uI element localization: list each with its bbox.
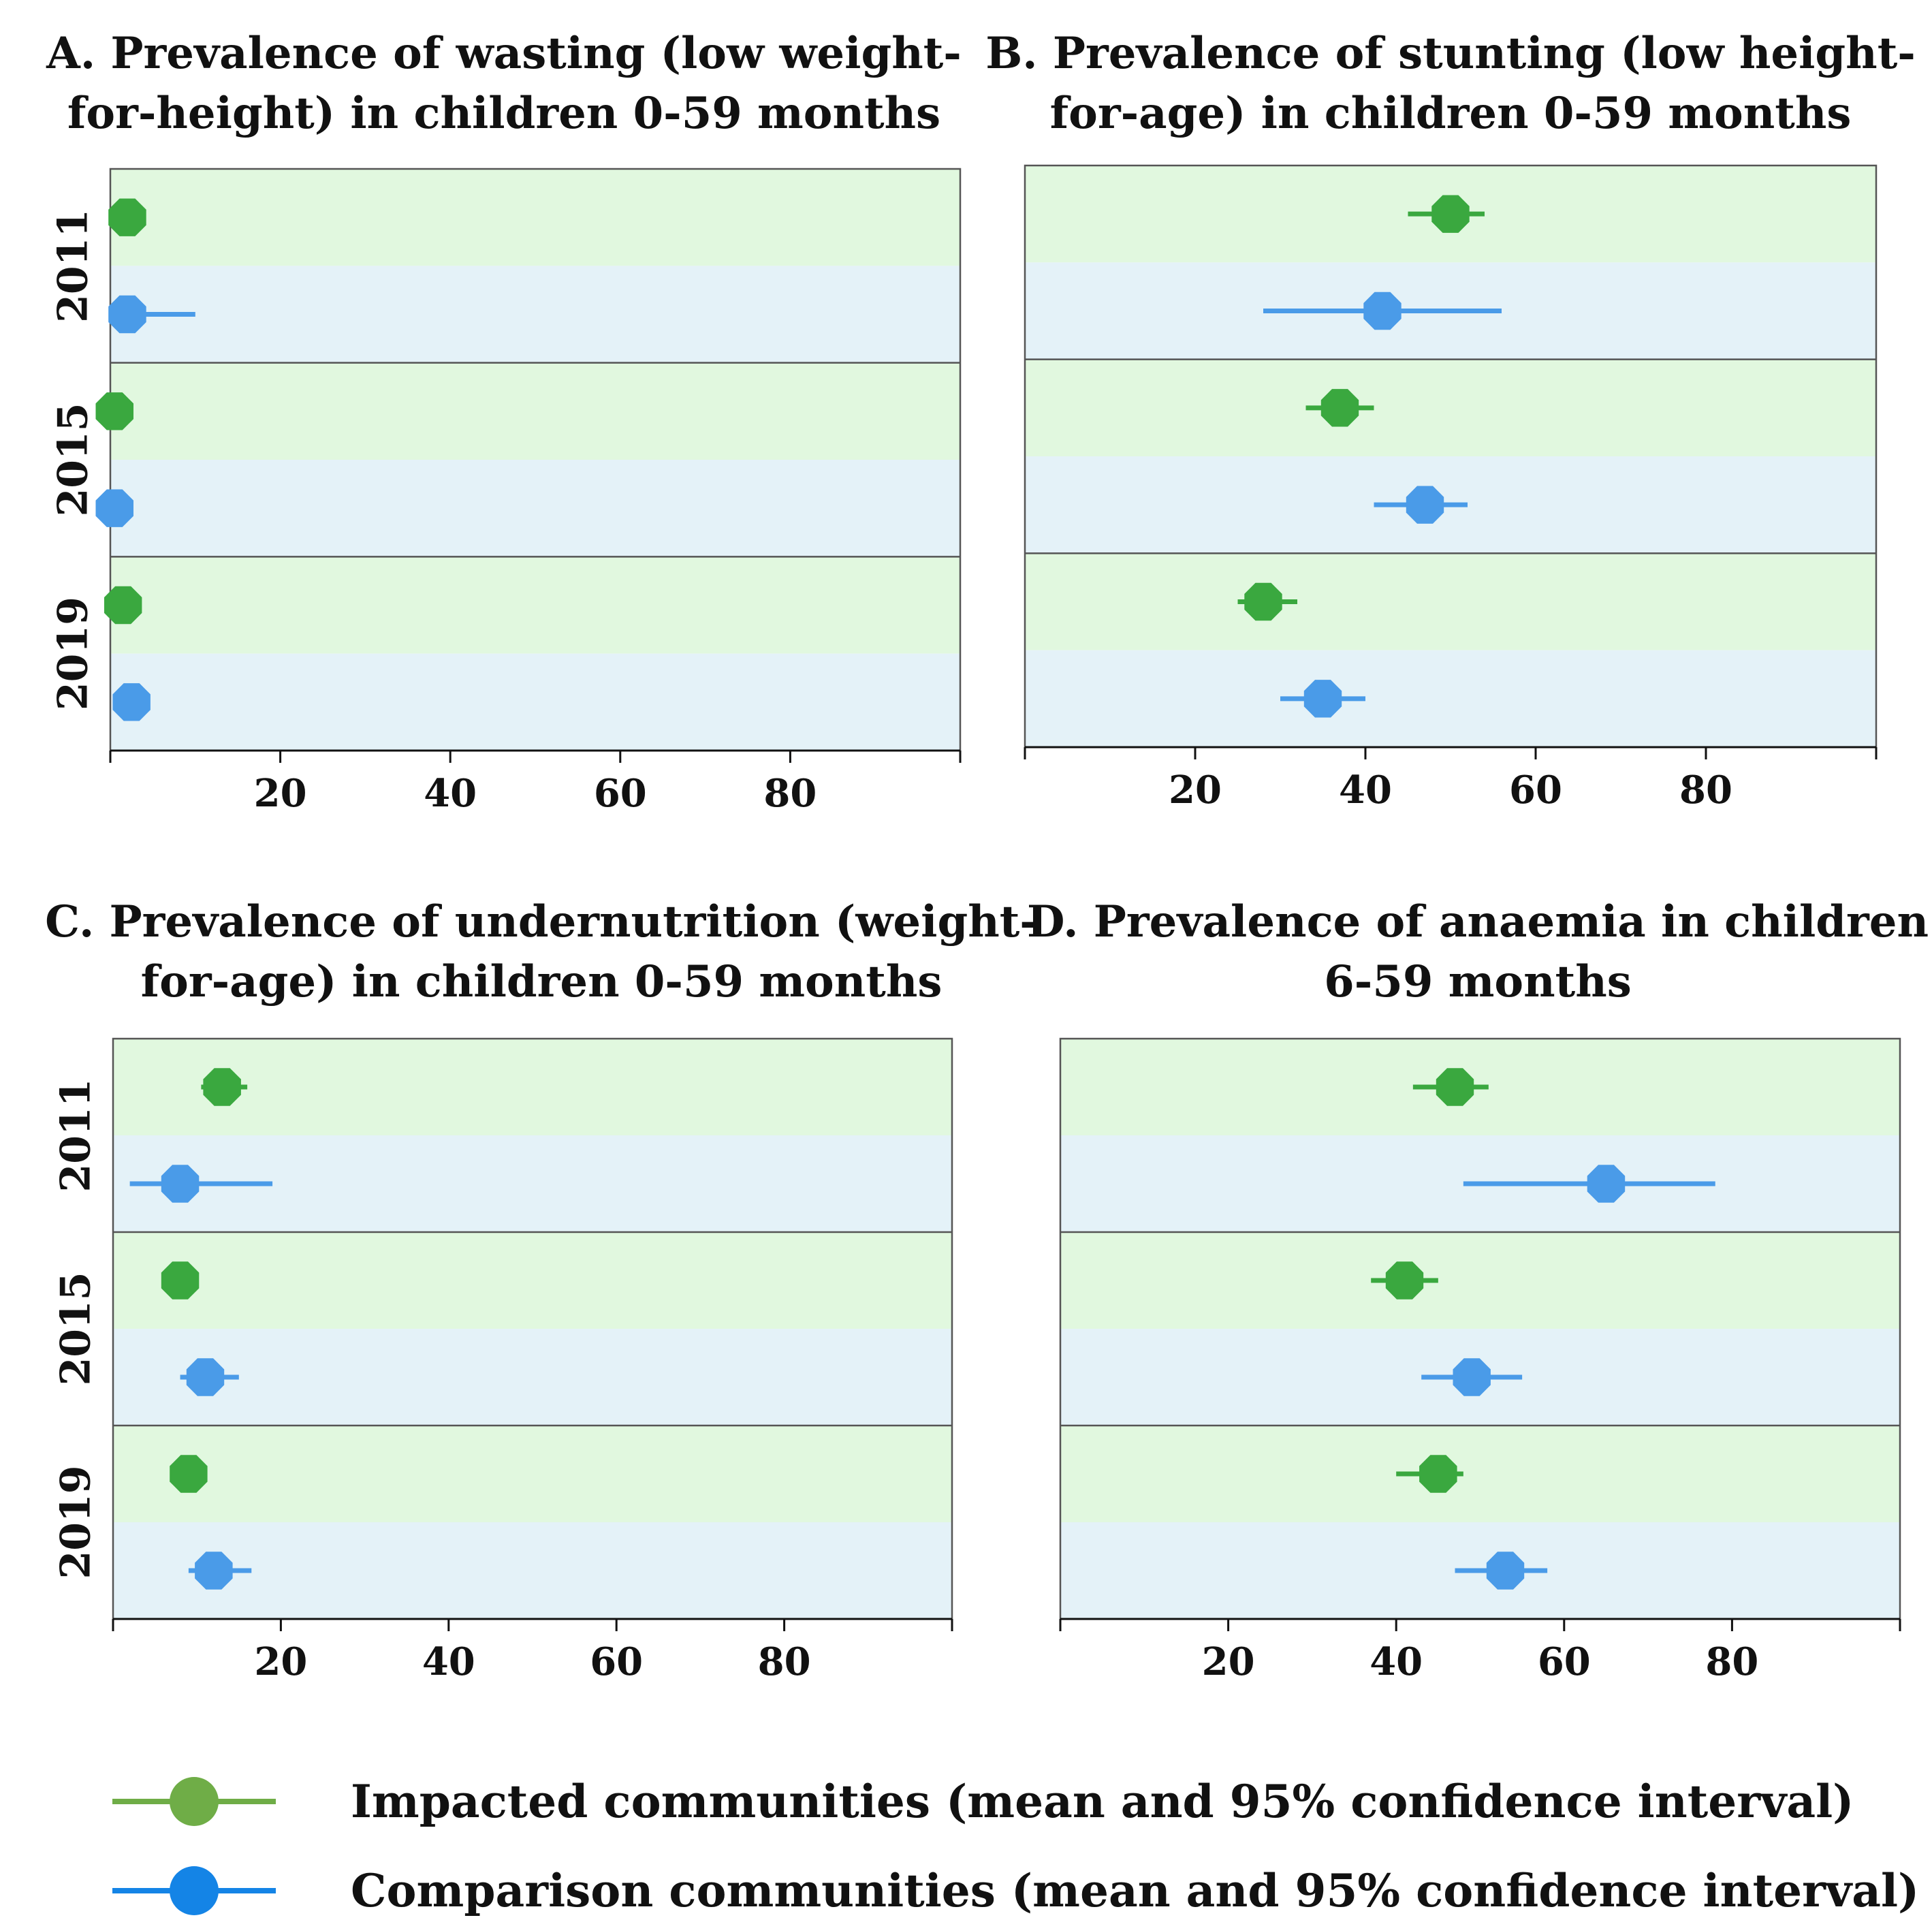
panel-a-title-line-2: for-height) in children 0-59 months <box>67 88 940 139</box>
x-tick-label: 80 <box>1705 1639 1758 1684</box>
point-impacted-2011 <box>1431 195 1470 233</box>
panel-c-title-line-2: for-age) in children 0-59 months <box>141 956 943 1007</box>
point-comparison-2019 <box>195 1552 233 1590</box>
x-tick-label: 20 <box>1169 768 1222 813</box>
point-impacted-2011 <box>1436 1068 1474 1106</box>
band-comparison-2015 <box>113 1329 952 1426</box>
panel-d: D. Prevalence of anaemia in children 6-5… <box>1027 896 1929 1684</box>
point-comparison-2011 <box>108 295 146 334</box>
band-comparison-2015 <box>110 460 960 557</box>
panel-b: B. Prevalence of stunting (low height- f… <box>985 28 1916 813</box>
point-comparison-2015 <box>95 489 133 527</box>
x-tick-label: 60 <box>590 1639 643 1684</box>
x-tick-label: 60 <box>594 771 647 816</box>
point-comparison-2011 <box>161 1165 200 1203</box>
point-comparison-2015 <box>1453 1358 1491 1396</box>
x-tick-label: 80 <box>763 771 817 816</box>
band-impacted-2019 <box>113 1426 952 1522</box>
band-impacted-2011 <box>113 1039 952 1135</box>
point-comparison-2015 <box>186 1358 225 1396</box>
band-impacted-2011 <box>110 169 960 266</box>
x-tick-label: 20 <box>254 1639 307 1684</box>
panel-d-title-line-1: D. Prevalence of anaemia in children <box>1027 896 1929 947</box>
point-comparison-2015 <box>1406 486 1444 524</box>
x-tick-label: 60 <box>1509 768 1562 813</box>
panel-a-title-line-1: A. Prevalence of wasting (low weight- <box>46 28 962 79</box>
point-impacted-2015 <box>161 1261 200 1300</box>
point-comparison-2011 <box>1587 1165 1626 1203</box>
point-impacted-2019 <box>104 586 142 625</box>
x-tick-label: 80 <box>1679 768 1732 813</box>
x-tick-label: 20 <box>1202 1639 1255 1684</box>
point-impacted-2019 <box>1244 582 1282 621</box>
point-impacted-2019 <box>170 1455 208 1493</box>
point-comparison-2011 <box>1363 292 1402 330</box>
year-label: 2019 <box>52 1466 100 1579</box>
year-label: 2015 <box>52 1272 100 1386</box>
panel-a: A. Prevalence of wasting (low weight- fo… <box>46 28 962 816</box>
point-impacted-2015 <box>95 392 133 430</box>
point-comparison-2019 <box>112 683 151 721</box>
legend-swatch-marker <box>170 1866 219 1915</box>
band-comparison-2019 <box>113 1522 952 1619</box>
band-impacted-2015 <box>110 362 960 460</box>
legend-label-impacted: Impacted communities (mean and 95% confi… <box>351 1775 1854 1828</box>
panel-c: C. Prevalence of undernutrition (weight-… <box>45 896 1038 1684</box>
legend-item-comparison: Comparison communities (mean and 95% con… <box>112 1864 1919 1917</box>
panel-b-title-line-2: for-age) in children 0-59 months <box>1050 88 1852 139</box>
band-impacted-2015 <box>1060 1232 1900 1329</box>
x-tick-label: 40 <box>1369 1639 1423 1684</box>
legend-label-comparison: Comparison communities (mean and 95% con… <box>351 1864 1919 1917</box>
x-tick-label: 80 <box>758 1639 811 1684</box>
legend-swatch-marker <box>170 1777 219 1826</box>
point-impacted-2019 <box>1419 1455 1457 1493</box>
band-impacted-2019 <box>1060 1426 1900 1522</box>
band-comparison-2011 <box>110 266 960 363</box>
legend: Impacted communities (mean and 95% confi… <box>112 1775 1919 1917</box>
year-label: 2019 <box>50 597 97 710</box>
band-impacted-2019 <box>110 556 960 654</box>
point-impacted-2011 <box>108 198 146 236</box>
year-label: 2011 <box>52 1079 100 1193</box>
point-comparison-2019 <box>1486 1552 1525 1590</box>
x-tick-label: 20 <box>254 771 307 816</box>
legend-item-impacted: Impacted communities (mean and 95% confi… <box>112 1775 1854 1828</box>
band-impacted-2019 <box>1025 553 1876 650</box>
x-tick-label: 60 <box>1538 1639 1591 1684</box>
point-comparison-2019 <box>1303 680 1342 718</box>
band-impacted-2015 <box>113 1232 952 1329</box>
point-impacted-2015 <box>1320 389 1359 427</box>
band-impacted-2015 <box>1025 359 1876 456</box>
panel-b-title-line-1: B. Prevalence of stunting (low height- <box>985 28 1916 79</box>
x-tick-label: 40 <box>1339 768 1392 813</box>
point-impacted-2015 <box>1385 1261 1424 1300</box>
band-comparison-2019 <box>1025 650 1876 747</box>
x-tick-label: 40 <box>424 771 477 816</box>
year-label: 2015 <box>50 403 97 517</box>
x-tick-label: 40 <box>422 1639 475 1684</box>
point-impacted-2011 <box>203 1068 241 1106</box>
panel-c-title-line-1: C. Prevalence of undernutrition (weight- <box>45 896 1038 947</box>
panel-d-title-line-2: 6-59 months <box>1324 956 1632 1007</box>
band-comparison-2019 <box>110 653 960 751</box>
year-label: 2011 <box>50 209 97 323</box>
